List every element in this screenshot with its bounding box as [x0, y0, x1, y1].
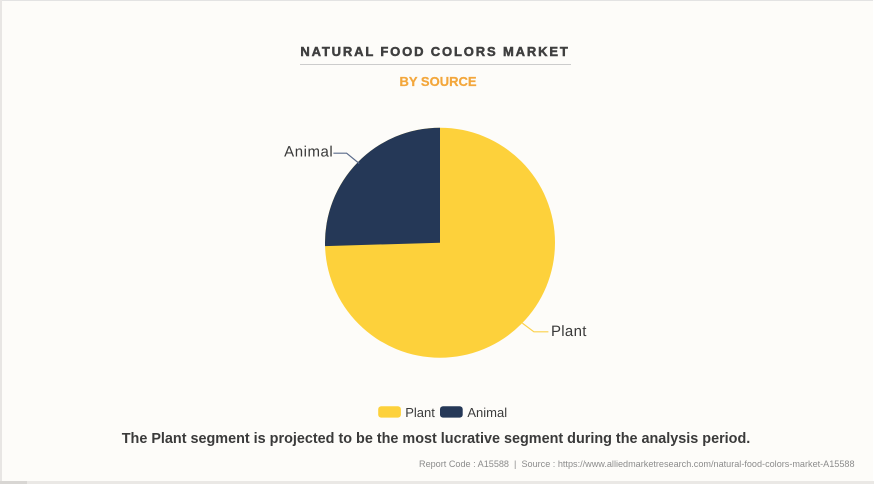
svg-text:Plant: Plant: [405, 405, 435, 420]
svg-text:Animal: Animal: [284, 144, 333, 161]
svg-text:Animal: Animal: [467, 405, 507, 420]
svg-text:Plant: Plant: [551, 323, 587, 340]
